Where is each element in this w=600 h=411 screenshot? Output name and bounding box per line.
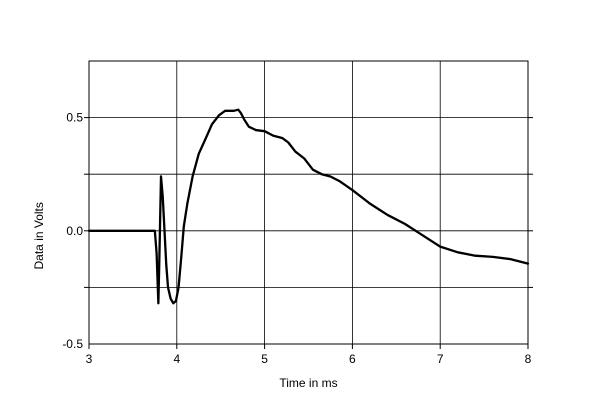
x-tick-label: 4 bbox=[173, 352, 180, 366]
y-tick-label: -0.5 bbox=[62, 337, 83, 351]
x-tick-label: 5 bbox=[261, 352, 268, 366]
y-axis-title: Data in Volts bbox=[32, 202, 46, 269]
grid-lines bbox=[89, 61, 528, 344]
tick-marks bbox=[84, 117, 533, 349]
x-axis-title: Time in ms bbox=[279, 376, 337, 390]
y-tick-label: 0.0 bbox=[66, 224, 83, 238]
x-tick-label: 8 bbox=[525, 352, 532, 366]
y-tick-label: 0.5 bbox=[66, 111, 83, 125]
y-tick-labels: -0.5 0.0 0.5 bbox=[62, 111, 83, 351]
x-tick-label: 7 bbox=[437, 352, 444, 366]
plot-frame bbox=[88, 60, 529, 345]
x-tick-labels: 3 4 5 6 7 8 bbox=[86, 352, 532, 366]
voltage-series-line bbox=[87, 108, 530, 305]
x-tick-label: 6 bbox=[349, 352, 356, 366]
x-tick-label: 3 bbox=[86, 352, 93, 366]
